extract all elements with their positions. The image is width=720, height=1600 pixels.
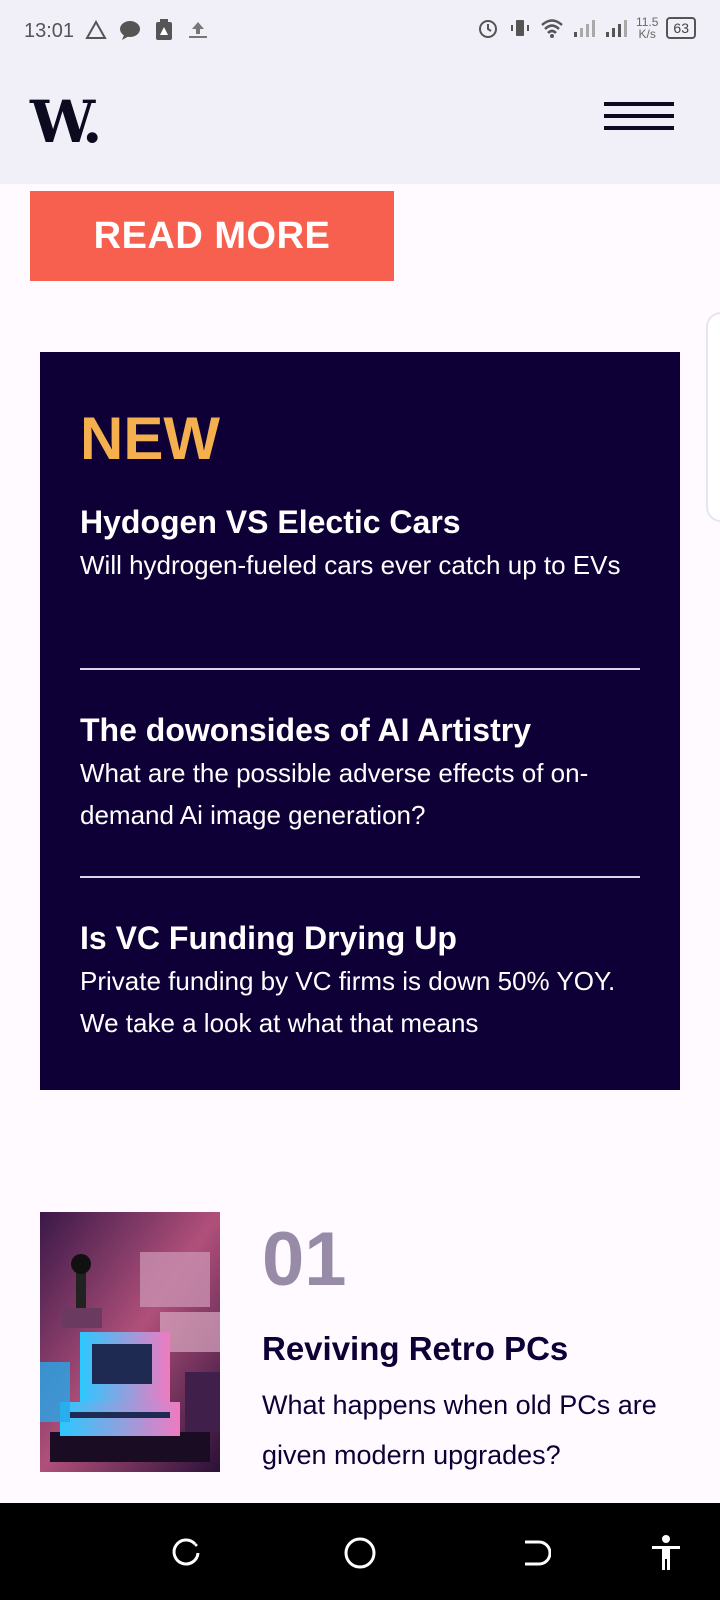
back-icon[interactable] [514,1533,554,1573]
news-item-desc: Private funding by VC firms is down 50% … [80,966,616,1038]
article-number: 01 [262,1217,347,1302]
accessibility-icon[interactable] [646,1533,686,1573]
site-logo[interactable]: W. [30,88,102,156]
new-section-title: NEW [80,405,220,472]
news-item-title[interactable]: The dowonsides of AI Artistry [80,712,531,748]
battery-icon: 63 [666,17,696,39]
home-icon[interactable] [340,1533,380,1573]
news-item-desc: What are the possible adverse effects of… [80,758,589,830]
alert-icon [152,18,176,42]
side-drawer-handle[interactable] [706,312,720,522]
recents-icon[interactable] [166,1533,206,1573]
news-item[interactable]: Is VC Funding Drying Up Private funding … [80,918,640,1044]
network-speed: 11.5 K/s [636,16,658,40]
status-icons-left [84,18,210,42]
wifi-icon [540,16,564,40]
speed-unit: K/s [638,27,656,41]
divider [80,668,640,670]
site-header: W. [0,66,720,184]
new-articles-panel: NEW Hydogen VS Electic Cars Will hydroge… [40,352,680,1090]
news-item-title[interactable]: Hydogen VS Electic Cars [80,504,461,540]
news-item[interactable]: The dowonsides of AI Artistry What are t… [80,710,640,836]
article-thumbnail[interactable] [40,1212,220,1472]
news-item-desc: Will hydrogen-fueled cars ever catch up … [80,550,621,580]
article-desc: What happens when old PCs are given mode… [262,1390,657,1470]
speed-value: 11.5 [635,15,659,29]
battery-level: 63 [673,20,689,36]
upload-icon [186,18,210,42]
article-title[interactable]: Reviving Retro PCs [262,1330,569,1367]
divider [80,876,640,878]
signal-icon [572,16,596,40]
status-icons-right: 11.5 K/s 63 [476,16,696,40]
status-time: 13:01 [24,20,75,42]
status-bar: 13:01 11.5 K/s [0,0,720,66]
news-item[interactable]: Hydogen VS Electic Cars Will hydrogen-fu… [80,502,640,586]
drive-icon [84,18,108,42]
vibrate-icon [508,16,532,40]
hamburger-icon[interactable] [604,102,674,132]
system-nav-bar [0,1503,720,1600]
signal-icon-2 [604,16,628,40]
read-more-button[interactable]: READ MORE [30,191,394,281]
news-item-title[interactable]: Is VC Funding Drying Up [80,920,457,956]
alarm-icon [476,16,500,40]
chat-icon [118,18,142,42]
